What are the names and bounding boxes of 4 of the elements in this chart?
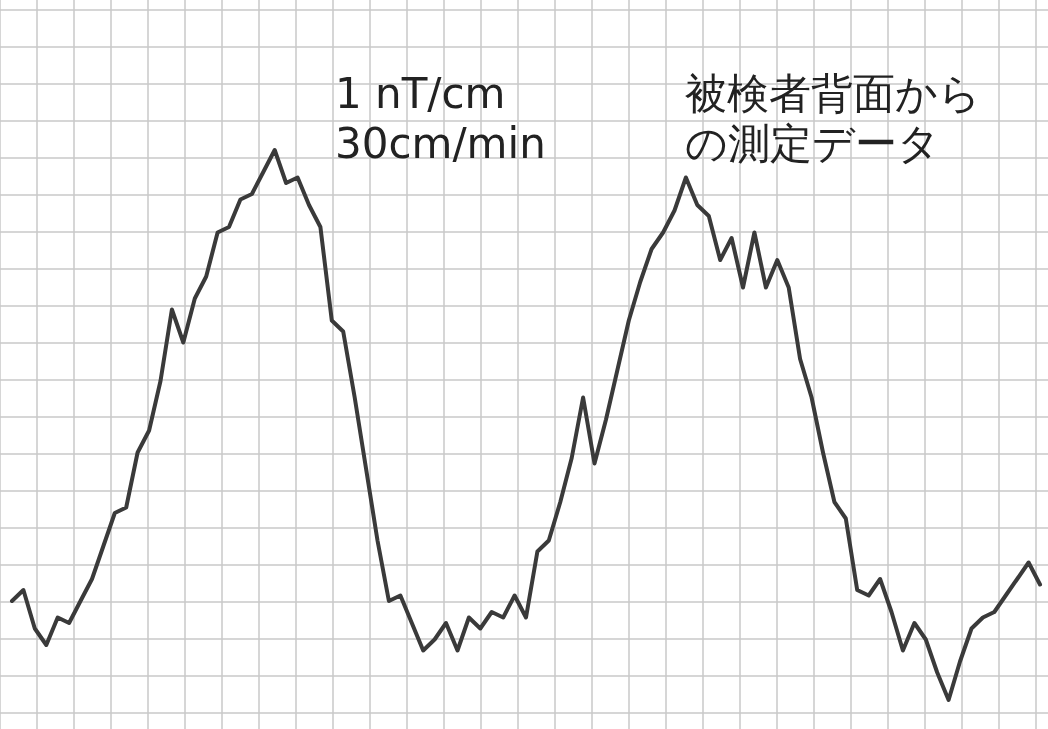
annotation: の測定データ: [685, 119, 940, 168]
annotation: 被検者背面から: [685, 69, 981, 118]
annotation: 1 nT/cm: [335, 69, 506, 118]
annotation: 30cm/min: [335, 119, 546, 168]
